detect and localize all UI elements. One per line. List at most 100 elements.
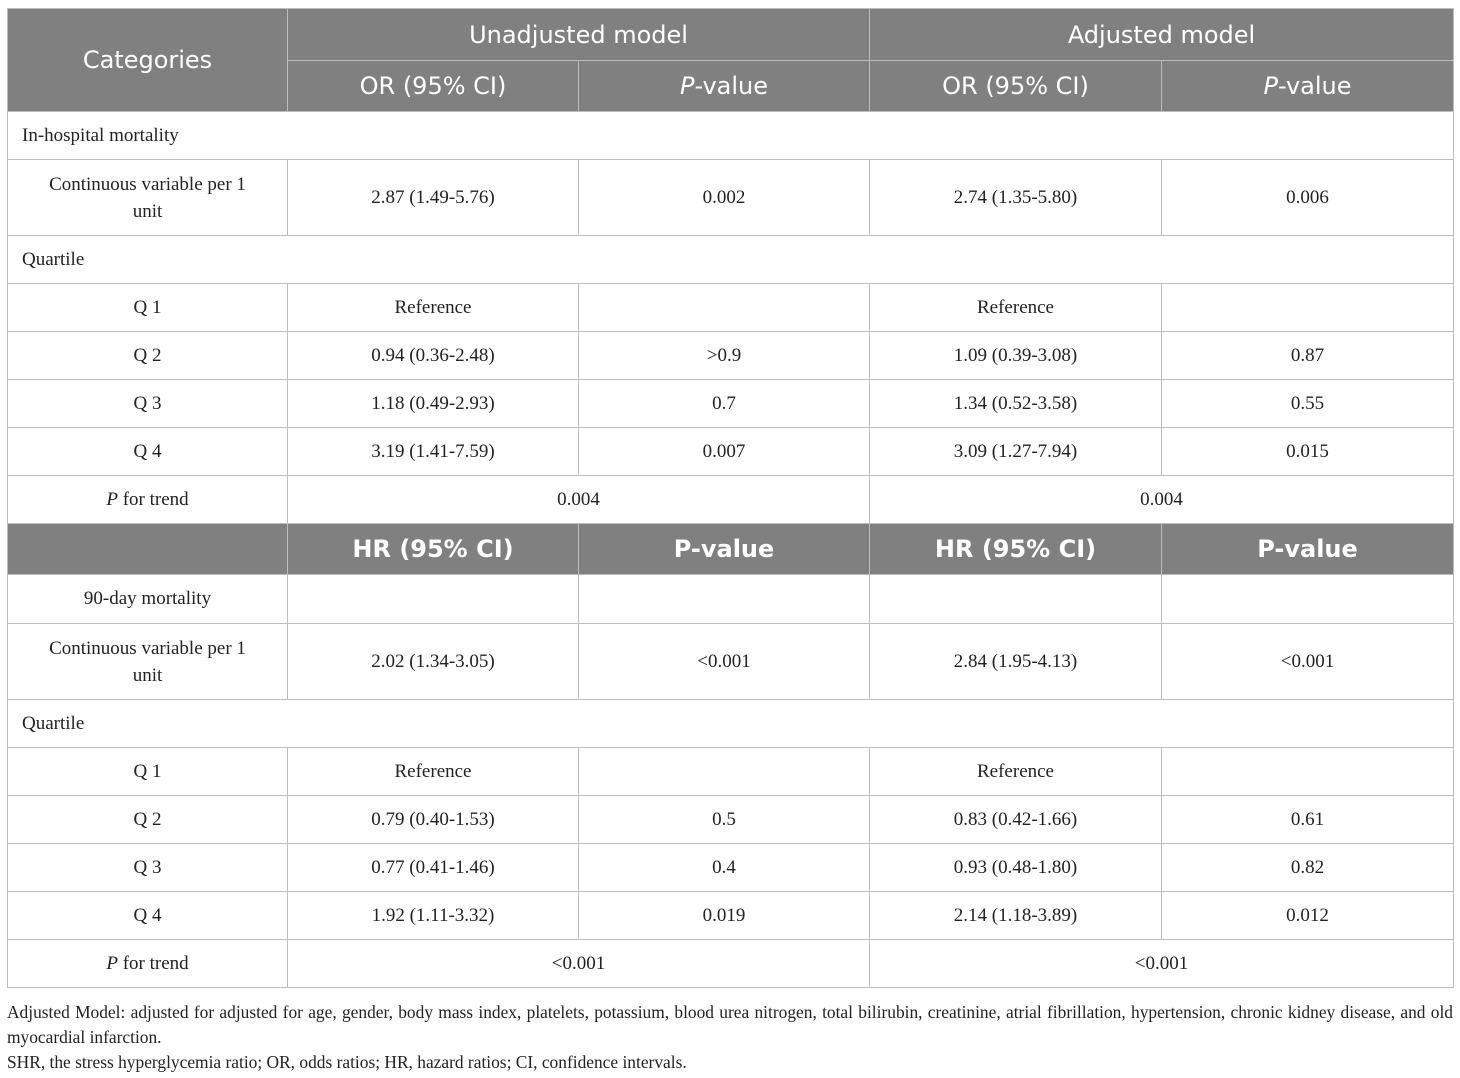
unadjusted-p: 0.007 [578,427,870,476]
row-label: Q 3 [7,379,288,428]
unadjusted-p [578,283,870,332]
adjusted-hr: 0.93 (0.48-1.80) [869,843,1162,892]
unadjusted-or: 1.18 (0.49-2.93) [287,379,579,428]
adjusted-or: 3.09 (1.27-7.94) [869,427,1162,476]
unadjusted-p: 0.019 [578,891,870,940]
adjusted-hr-header: HR (95% CI) [869,523,1162,575]
unadjusted-or: 3.19 (1.41-7.59) [287,427,579,476]
row-label: Q 1 [7,283,288,332]
adjusted-p-header: P-value [1160,60,1455,112]
header-row-3: HR (95% CI) P-value HR (95% CI) P-value [7,523,1455,575]
unadjusted-p: <0.001 [578,623,870,700]
unadjusted-p: 0.5 [578,795,870,844]
adjusted-p: 0.87 [1160,331,1455,380]
unadjusted-p-header: P-value [578,60,870,112]
adjusted-hr: 0.83 (0.42-1.66) [869,795,1162,844]
table-footnotes: Adjusted Model: adjusted for adjusted fo… [7,1000,1453,1075]
row-label: Q 2 [7,795,288,844]
p-italic: P [679,72,695,100]
table-row: Q 4 1.92 (1.11-3.32) 0.019 2.14 (1.18-3.… [7,891,1455,940]
p-italic: P [106,488,118,510]
table-row: Continuous variable per 1 unit 2.87 (1.4… [7,159,1455,236]
adjusted-p: 0.61 [1160,795,1455,844]
section-title: 90-day mortality [7,574,288,624]
adjusted-or: 1.09 (0.39-3.08) [869,331,1162,380]
p-rest: -value [1277,72,1352,100]
unadjusted-hr: 0.77 (0.41-1.46) [287,843,579,892]
unadjusted-or: 0.94 (0.36-2.48) [287,331,579,380]
header-row-2: OR (95% CI) P-value OR (95% CI) P-value [8,60,1455,112]
unadjusted-p [578,747,870,796]
adjusted-p: 0.55 [1160,379,1455,428]
unadjusted-p: 0.002 [578,159,870,236]
adjusted-or: 2.74 (1.35-5.80) [869,159,1162,236]
categories-header: Categories [7,8,288,112]
table-row: Continuous variable per 1 unit 2.02 (1.3… [7,623,1455,700]
table-row: Q 1 Reference Reference [7,747,1455,796]
header-row-1: Categories Unadjusted model Adjusted mod… [7,8,1455,112]
empty-cell [578,574,870,624]
unadjusted-hr: Reference [287,747,579,796]
results-table-container: Categories Unadjusted model Adjusted mod… [6,8,1455,988]
row-label: Q 1 [7,747,288,796]
empty-cell [869,574,1162,624]
section-row: Quartile [6,699,1455,748]
table-row: Q 3 0.77 (0.41-1.46) 0.4 0.93 (0.48-1.80… [7,843,1455,892]
abbreviations-footnote: SHR, the stress hyperglycemia ratio; OR,… [7,1052,687,1072]
table-row: Q 3 1.18 (0.49-2.93) 0.7 1.34 (0.52-3.58… [7,379,1455,428]
section-row: 90-day mortality [7,574,1455,624]
empty-cell [1160,574,1455,624]
adjusted-p: <0.001 [1160,623,1455,700]
unadjusted-p: 0.4 [578,843,870,892]
row-label: Continuous variable per 1 unit [7,159,288,236]
quartile-label: Quartile [6,699,1455,748]
adjusted-p: 0.82 [1160,843,1455,892]
row-label: Q 2 [7,331,288,380]
adjusted-hr: Reference [869,747,1162,796]
table-row: Q 1 Reference Reference [7,283,1455,332]
row-label: Q 4 [7,427,288,476]
adjusted-trend: <0.001 [868,939,1455,988]
adjusted-p: 0.006 [1160,159,1455,236]
unadjusted-trend: <0.001 [287,939,870,988]
adjusted-trend: 0.004 [868,475,1455,524]
section-row: In-hospital mortality [6,111,1455,160]
trend-row: P for trend 0.004 0.004 [7,475,1455,524]
table-row: Q 2 0.79 (0.40-1.53) 0.5 0.83 (0.42-1.66… [7,795,1455,844]
adjusted-p [1160,747,1455,796]
unadjusted-hr: 2.02 (1.34-3.05) [287,623,579,700]
trend-text: for trend [117,488,189,510]
adjusted-model-footnote: Adjusted Model: adjusted for adjusted fo… [7,1002,1453,1047]
row-label: Continuous variable per 1 unit [7,623,288,700]
p-italic: P [106,952,118,974]
empty-cell [287,574,579,624]
adjusted-p: 0.012 [1160,891,1455,940]
trend-text: for trend [117,952,189,974]
unadjusted-pvalue-header: P-value [578,523,870,575]
adjusted-or: Reference [869,283,1162,332]
section-title: In-hospital mortality [6,111,1455,160]
section-row: Quartile [6,235,1455,284]
table-row: Q 4 3.19 (1.41-7.59) 0.007 3.09 (1.27-7.… [7,427,1455,476]
unadjusted-hr: 1.92 (1.11-3.32) [287,891,579,940]
adjusted-p [1160,283,1455,332]
quartile-label: Quartile [6,235,1455,284]
unadjusted-or-header: OR (95% CI) [287,60,579,112]
results-table: Categories Unadjusted model Adjusted mod… [6,8,1455,988]
unadjusted-hr-header: HR (95% CI) [287,523,579,575]
adjusted-p: 0.015 [1160,427,1455,476]
unadjusted-p: >0.9 [578,331,870,380]
row-label: Q 3 [7,843,288,892]
p-rest: -value [694,72,769,100]
unadjusted-model-header: Unadjusted model [287,8,870,61]
adjusted-pvalue-header: P-value [1160,523,1455,575]
adjusted-or: 1.34 (0.52-3.58) [869,379,1162,428]
trend-label: P for trend [7,939,288,988]
unadjusted-or: 2.87 (1.49-5.76) [287,159,579,236]
trend-row: P for trend <0.001 <0.001 [7,939,1455,988]
unadjusted-trend: 0.004 [287,475,870,524]
table-row: Q 2 0.94 (0.36-2.48) >0.9 1.09 (0.39-3.0… [7,331,1455,380]
unadjusted-p: 0.7 [578,379,870,428]
row-label: Q 4 [7,891,288,940]
unadjusted-or: Reference [287,283,579,332]
